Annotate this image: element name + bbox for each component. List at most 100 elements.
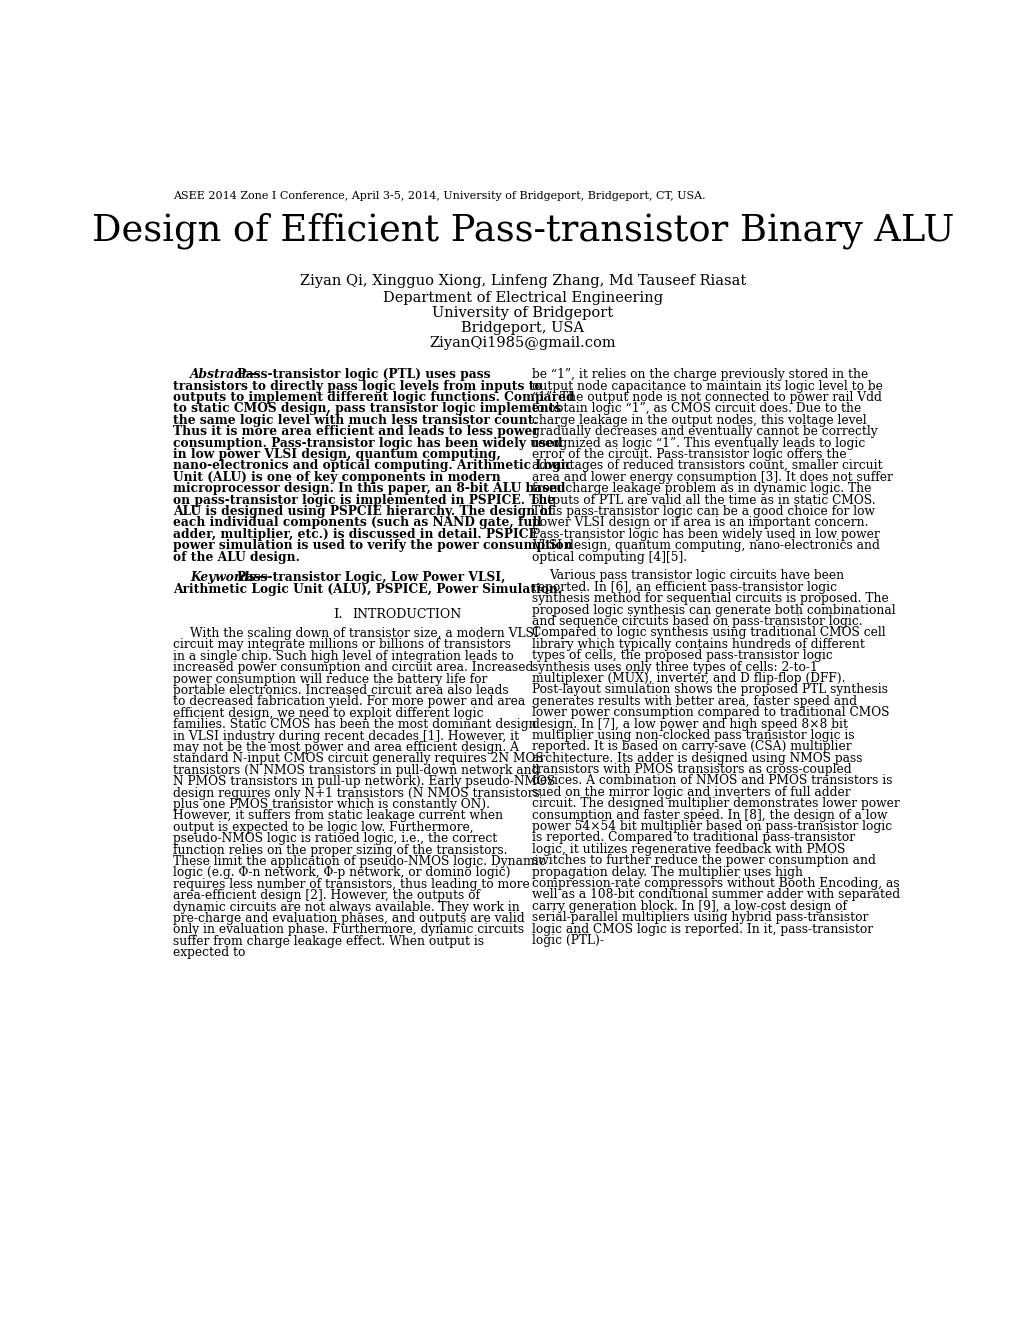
Text: outputs to implement different logic functions. Compared: outputs to implement different logic fun…	[173, 391, 575, 404]
Text: in a single chip. Such high level of integration leads to: in a single chip. Such high level of int…	[173, 649, 514, 663]
Text: power 54×54 bit multiplier based on pass-transistor logic: power 54×54 bit multiplier based on pass…	[532, 820, 892, 833]
Text: These limit the application of pseudo-NMOS logic. Dynamic: These limit the application of pseudo-NM…	[173, 855, 545, 869]
Text: output node capacitance to maintain its logic level to be: output node capacitance to maintain its …	[532, 380, 882, 392]
Text: advantages of reduced transistors count, smaller circuit: advantages of reduced transistors count,…	[532, 459, 881, 473]
Text: synthesis uses only three types of cells: 2-to-1: synthesis uses only three types of cells…	[532, 660, 817, 673]
Text: function relies on the proper sizing of the transistors.: function relies on the proper sizing of …	[173, 843, 507, 857]
Text: plus one PMOS transistor which is constantly ON).: plus one PMOS transistor which is consta…	[173, 799, 490, 810]
Text: logic (PTL)-: logic (PTL)-	[532, 935, 603, 946]
Text: is reported. Compared to traditional pass-transistor: is reported. Compared to traditional pas…	[532, 832, 854, 845]
Text: carry generation block. In [9], a low-cost design of: carry generation block. In [9], a low-co…	[532, 900, 846, 913]
Text: transistors with PMOS transistors as cross-coupled: transistors with PMOS transistors as cro…	[532, 763, 851, 776]
Text: library which typically contains hundreds of different: library which typically contains hundred…	[532, 638, 864, 651]
Text: standard N-input CMOS circuit generally requires 2N MOS: standard N-input CMOS circuit generally …	[173, 752, 543, 766]
Text: synthesis method for sequential circuits is proposed. The: synthesis method for sequential circuits…	[532, 593, 888, 605]
Text: suffer from charge leakage effect. When output is: suffer from charge leakage effect. When …	[173, 935, 484, 948]
Text: expected to: expected to	[173, 946, 246, 960]
Text: and sequence circuits based on pass-transistor logic.: and sequence circuits based on pass-tran…	[532, 615, 862, 628]
Text: increased power consumption and circuit area. Increased: increased power consumption and circuit …	[173, 661, 533, 675]
Text: design requires only N+1 transistors (N NMOS transistors: design requires only N+1 transistors (N …	[173, 787, 539, 800]
Text: microprocessor design. In this paper, an 8-bit ALU based: microprocessor design. In this paper, an…	[173, 482, 566, 495]
Text: in low power VLSI design, quantum computing,: in low power VLSI design, quantum comput…	[173, 447, 500, 461]
Text: devices. A combination of NMOS and PMOS transistors is: devices. A combination of NMOS and PMOS …	[532, 775, 892, 788]
Text: transistors to directly pass logic levels from inputs to: transistors to directly pass logic level…	[173, 380, 542, 392]
Text: area and lower energy consumption [3]. It does not suffer: area and lower energy consumption [3]. I…	[532, 471, 892, 484]
Text: reported. In [6], an efficient pass-transistor logic: reported. In [6], an efficient pass-tran…	[532, 581, 837, 594]
Text: Post-layout simulation shows the proposed PTL synthesis: Post-layout simulation shows the propose…	[532, 684, 888, 697]
Text: I.: I.	[333, 607, 343, 620]
Text: generates results with better area, faster speed and: generates results with better area, fast…	[532, 694, 856, 708]
Text: to obtain logic “1”, as CMOS circuit does. Due to the: to obtain logic “1”, as CMOS circuit doe…	[532, 403, 860, 416]
Text: ZiyanQi1985@gmail.com: ZiyanQi1985@gmail.com	[429, 335, 615, 350]
Text: multiplexer (MUX), inverter, and D flip-flop (DFF).: multiplexer (MUX), inverter, and D flip-…	[532, 672, 845, 685]
Text: consumption and faster speed. In [8], the design of a low: consumption and faster speed. In [8], th…	[532, 809, 887, 821]
Text: Bridgeport, USA: Bridgeport, USA	[461, 321, 584, 335]
Text: the same logic level with much less transistor count.: the same logic level with much less tran…	[173, 413, 537, 426]
Text: to static CMOS design, pass transistor logic implements: to static CMOS design, pass transistor l…	[173, 403, 560, 416]
Text: propagation delay. The multiplier uses high: propagation delay. The multiplier uses h…	[532, 866, 802, 879]
Text: adder, multiplier, etc.) is discussed in detail. PSPICE: adder, multiplier, etc.) is discussed in…	[173, 528, 538, 541]
Text: Pass-transistor Logic, Low Power VLSI,: Pass-transistor Logic, Low Power VLSI,	[236, 572, 504, 585]
Text: serial-parallel multipliers using hybrid pass-transistor: serial-parallel multipliers using hybrid…	[532, 911, 867, 924]
Text: Keywords—: Keywords—	[191, 572, 268, 585]
Text: With the scaling down of transistor size, a modern VLSI: With the scaling down of transistor size…	[191, 627, 538, 640]
Text: circuit. The designed multiplier demonstrates lower power: circuit. The designed multiplier demonst…	[532, 797, 899, 810]
Text: Unit (ALU) is one of key components in modern: Unit (ALU) is one of key components in m…	[173, 471, 500, 484]
Text: compression-rate compressors without Booth Encoding, as: compression-rate compressors without Boo…	[532, 876, 899, 890]
Text: VLSI design, quantum computing, nano-electronics and: VLSI design, quantum computing, nano-ele…	[532, 539, 879, 552]
Text: Various pass transistor logic circuits have been: Various pass transistor logic circuits h…	[548, 569, 844, 582]
Text: University of Bridgeport: University of Bridgeport	[432, 306, 612, 319]
Text: logic and CMOS logic is reported. In it, pass-transistor: logic and CMOS logic is reported. In it,…	[532, 923, 872, 936]
Text: from charge leakage problem as in dynamic logic. The: from charge leakage problem as in dynami…	[532, 482, 870, 495]
Text: logic, it utilizes regenerative feedback with PMOS: logic, it utilizes regenerative feedback…	[532, 843, 845, 855]
Text: Abstract—: Abstract—	[191, 368, 261, 381]
Text: ALU is designed using PSPCIE hierarchy. The design of: ALU is designed using PSPCIE hierarchy. …	[173, 506, 552, 517]
Text: reported. It is based on carry-save (CSA) multiplier: reported. It is based on carry-save (CSA…	[532, 741, 851, 754]
Text: multiplier using non-clocked pass transistor logic is: multiplier using non-clocked pass transi…	[532, 729, 854, 742]
Text: pseudo-NMOS logic is ratioed logic, i.e., the correct: pseudo-NMOS logic is ratioed logic, i.e.…	[173, 832, 497, 845]
Text: each individual components (such as NAND gate, full: each individual components (such as NAND…	[173, 516, 541, 529]
Text: dynamic circuits are not always available. They work in: dynamic circuits are not always availabl…	[173, 900, 520, 913]
Text: sued on the mirror logic and inverters of full adder: sued on the mirror logic and inverters o…	[532, 785, 850, 799]
Text: efficient design, we need to exploit different logic: efficient design, we need to exploit dif…	[173, 708, 483, 719]
Text: be “1”, it relies on the charge previously stored in the: be “1”, it relies on the charge previous…	[532, 368, 867, 381]
Text: architecture. Its adder is designed using NMOS pass: architecture. Its adder is designed usin…	[532, 751, 862, 764]
Text: consumption. Pass-transistor logic has been widely used: consumption. Pass-transistor logic has b…	[173, 437, 562, 450]
Text: However, it suffers from static leakage current when: However, it suffers from static leakage …	[173, 809, 502, 822]
Text: power VLSI design or if area is an important concern.: power VLSI design or if area is an impor…	[532, 516, 868, 529]
Text: INTRODUCTION: INTRODUCTION	[353, 607, 462, 620]
Text: Pass-transistor logic has been widely used in low power: Pass-transistor logic has been widely us…	[532, 528, 879, 541]
Text: N PMOS transistors in pull-up network). Early pseudo-NMOS: N PMOS transistors in pull-up network). …	[173, 775, 555, 788]
Text: Ziyan Qi, Xingguo Xiong, Linfeng Zhang, Md Tauseef Riasat: Ziyan Qi, Xingguo Xiong, Linfeng Zhang, …	[300, 275, 745, 288]
Text: portable electronics. Increased circuit area also leads: portable electronics. Increased circuit …	[173, 684, 508, 697]
Text: charge leakage in the output nodes, this voltage level: charge leakage in the output nodes, this…	[532, 413, 866, 426]
Text: switches to further reduce the power consumption and: switches to further reduce the power con…	[532, 854, 875, 867]
Text: well as a 108-bit conditional summer adder with separated: well as a 108-bit conditional summer add…	[532, 888, 900, 902]
Text: recognized as logic “1”. This eventually leads to logic: recognized as logic “1”. This eventually…	[532, 437, 864, 450]
Text: only in evaluation phase. Furthermore, dynamic circuits: only in evaluation phase. Furthermore, d…	[173, 924, 524, 936]
Text: power consumption will reduce the battery life for: power consumption will reduce the batter…	[173, 673, 487, 685]
Text: error of the circuit. Pass-transistor logic offers the: error of the circuit. Pass-transistor lo…	[532, 447, 846, 461]
Text: families. Static CMOS has been the most dominant design: families. Static CMOS has been the most …	[173, 718, 536, 731]
Text: output is expected to be logic low. Furthermore,: output is expected to be logic low. Furt…	[173, 821, 474, 834]
Text: gradually decreases and eventually cannot be correctly: gradually decreases and eventually canno…	[532, 425, 876, 438]
Text: types of cells, the proposed pass-transistor logic: types of cells, the proposed pass-transi…	[532, 649, 832, 663]
Text: outputs of PTL are valid all the time as in static CMOS.: outputs of PTL are valid all the time as…	[532, 494, 875, 507]
Text: in VLSI industry during recent decades [1]. However, it: in VLSI industry during recent decades […	[173, 730, 519, 743]
Text: Design of Efficient Pass-transistor Binary ALU: Design of Efficient Pass-transistor Bina…	[92, 213, 953, 248]
Text: Arithmetic Logic Unit (ALU), PSPICE, Power Simulation.: Arithmetic Logic Unit (ALU), PSPICE, Pow…	[173, 582, 561, 595]
Text: may not be the most power and area efficient design. A: may not be the most power and area effic…	[173, 741, 519, 754]
Text: lower power consumption compared to traditional CMOS: lower power consumption compared to trad…	[532, 706, 889, 719]
Text: Thus it is more area efficient and leads to less power: Thus it is more area efficient and leads…	[173, 425, 539, 438]
Text: Pass-transistor logic (PTL) uses pass: Pass-transistor logic (PTL) uses pass	[236, 368, 490, 381]
Text: “1”. The output node is not connected to power rail Vdd: “1”. The output node is not connected to…	[532, 391, 881, 404]
Text: Thus pass-transistor logic can be a good choice for low: Thus pass-transistor logic can be a good…	[532, 506, 874, 517]
Text: on pass-transistor logic is implemented in PSPICE. The: on pass-transistor logic is implemented …	[173, 494, 555, 507]
Text: design. In [7], a low power and high speed 8×8 bit: design. In [7], a low power and high spe…	[532, 718, 847, 730]
Text: pre-charge and evaluation phases, and outputs are valid: pre-charge and evaluation phases, and ou…	[173, 912, 525, 925]
Text: optical computing [4][5].: optical computing [4][5].	[532, 550, 687, 564]
Text: Compared to logic synthesis using traditional CMOS cell: Compared to logic synthesis using tradit…	[532, 627, 884, 639]
Text: to decreased fabrication yield. For more power and area: to decreased fabrication yield. For more…	[173, 696, 525, 709]
Text: of the ALU design.: of the ALU design.	[173, 550, 300, 564]
Text: Department of Electrical Engineering: Department of Electrical Engineering	[382, 290, 662, 305]
